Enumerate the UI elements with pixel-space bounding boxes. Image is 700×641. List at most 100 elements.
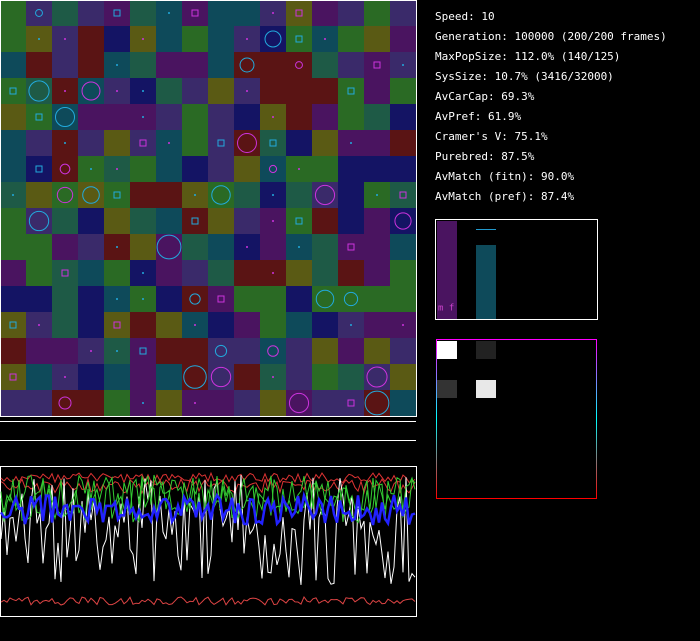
- agent: [35, 9, 43, 17]
- cell: [130, 208, 156, 234]
- cell: [78, 364, 104, 390]
- cell: [52, 234, 78, 260]
- cell: [390, 338, 416, 364]
- agent: [191, 217, 199, 225]
- cell: [338, 104, 364, 130]
- cell: [338, 208, 364, 234]
- cell: [312, 312, 338, 338]
- cell: [234, 208, 260, 234]
- cell: [312, 364, 338, 390]
- cell: [312, 78, 338, 104]
- cell: [364, 52, 390, 78]
- agent: [35, 113, 43, 121]
- cell: [390, 286, 416, 312]
- cell: [312, 0, 338, 26]
- cell: [208, 286, 234, 312]
- cell: [78, 26, 104, 52]
- cell: [234, 260, 260, 286]
- cell: [104, 182, 130, 208]
- cell: [104, 130, 130, 156]
- cell: [104, 104, 130, 130]
- agent: [246, 90, 248, 92]
- cell: [286, 312, 312, 338]
- agent: [214, 344, 228, 358]
- cell: [182, 0, 208, 26]
- agent: [54, 106, 76, 128]
- agent: [168, 142, 170, 144]
- cell: [364, 0, 390, 26]
- cell: [286, 286, 312, 312]
- cell: [130, 52, 156, 78]
- bar: [476, 245, 496, 319]
- cell: [208, 78, 234, 104]
- cell: [0, 390, 26, 416]
- agent: [183, 365, 207, 389]
- cell: [208, 130, 234, 156]
- cell: [338, 260, 364, 286]
- agent: [272, 12, 274, 14]
- stat-line: Speed: 10: [435, 10, 495, 23]
- agent: [246, 38, 248, 40]
- agent: [142, 38, 144, 40]
- cell: [260, 234, 286, 260]
- agent: [116, 64, 118, 66]
- cell: [286, 0, 312, 26]
- agent: [246, 246, 248, 248]
- stat-line: SysSize: 10.7% (3416/32000): [435, 70, 614, 83]
- cell: [156, 182, 182, 208]
- cell: [0, 130, 26, 156]
- cell: [312, 104, 338, 130]
- cell: [26, 104, 52, 130]
- cell: [0, 260, 26, 286]
- agent: [58, 396, 72, 410]
- cell: [104, 390, 130, 416]
- cell: [364, 26, 390, 52]
- cell: [52, 156, 78, 182]
- cell: [338, 234, 364, 260]
- cell: [234, 52, 260, 78]
- cell: [390, 390, 416, 416]
- agent: [116, 168, 118, 170]
- cell: [312, 130, 338, 156]
- agent: [272, 116, 274, 118]
- cell: [182, 286, 208, 312]
- agent: [268, 164, 278, 174]
- cell: [52, 260, 78, 286]
- cell: [78, 130, 104, 156]
- plot-line: [0, 476, 416, 524]
- cell: [52, 182, 78, 208]
- cell: [156, 78, 182, 104]
- cell: [234, 0, 260, 26]
- agent: [217, 295, 225, 303]
- agent: [113, 191, 121, 199]
- cell: [286, 390, 312, 416]
- agent: [237, 133, 257, 153]
- cell: [312, 390, 338, 416]
- cell: [364, 208, 390, 234]
- agent: [116, 90, 118, 92]
- agent: [402, 324, 404, 326]
- agent: [402, 64, 404, 66]
- cell: [286, 260, 312, 286]
- bar-panel: [435, 219, 598, 320]
- cell: [26, 234, 52, 260]
- cell: [208, 104, 234, 130]
- cell: [208, 52, 234, 78]
- cell: [260, 390, 286, 416]
- cell: [78, 234, 104, 260]
- cell: [312, 52, 338, 78]
- agent: [59, 163, 71, 175]
- cell: [182, 104, 208, 130]
- cell: [286, 338, 312, 364]
- cell: [286, 104, 312, 130]
- agent: [272, 220, 274, 222]
- cell: [0, 234, 26, 260]
- cell: [390, 104, 416, 130]
- cell: [0, 156, 26, 182]
- cell: [208, 182, 234, 208]
- cell: [234, 390, 260, 416]
- cell: [286, 78, 312, 104]
- cell: [338, 52, 364, 78]
- cell: [364, 104, 390, 130]
